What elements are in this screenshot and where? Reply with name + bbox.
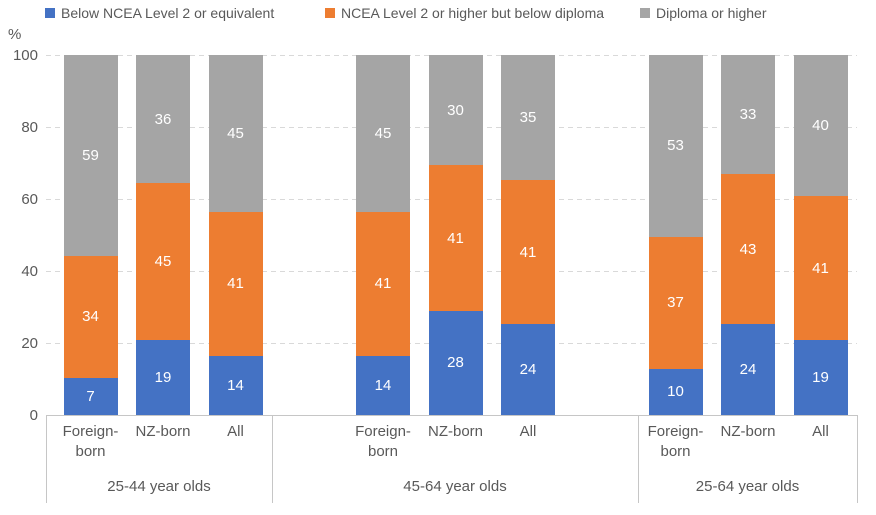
bar-segment: 30 (428, 55, 483, 166)
bar-segment: 45 (356, 55, 410, 212)
bar-value-label: 34 (82, 308, 99, 326)
bar-value-label: 41 (519, 243, 537, 261)
bar-segment: 45 (208, 55, 263, 212)
bar-nz-born: 24 43 33 (721, 55, 775, 415)
bar-segment: 53 (648, 55, 703, 237)
bar-value-label: 45 (227, 124, 244, 142)
legend-label: Diploma or higher (656, 5, 767, 21)
bar-foreign-born: 7 34 59 (63, 55, 118, 415)
bar-foreign-born: 14 41 45 (356, 55, 410, 415)
bar-segment: 24 (721, 324, 775, 415)
bar-nz-born: 28 41 30 (428, 55, 483, 415)
category-label: NZ-born (720, 423, 776, 440)
bar-value-label: 43 (739, 240, 757, 258)
y-axis-tick-label: 0 (29, 407, 38, 424)
bar-segment: 35 (501, 55, 555, 181)
category-label: Foreign-born (647, 423, 704, 460)
bar-value-label: 14 (374, 376, 392, 394)
legend-item: Diploma or higher (640, 4, 767, 22)
legend-swatch-icon (325, 8, 335, 18)
bar-value-label: 19 (154, 369, 172, 387)
group-separator-line (272, 415, 273, 503)
bar-value-label: 19 (812, 369, 829, 387)
category-label: NZ-born (135, 423, 191, 440)
y-axis-tick-label: 100 (12, 47, 38, 64)
group-separator-line (46, 415, 47, 503)
bar-segment: 41 (208, 211, 263, 356)
bar-segment: 41 (428, 165, 483, 311)
bar-segment: 36 (136, 55, 190, 184)
bar-all: 24 41 35 (501, 55, 555, 415)
bar-value-label: 53 (667, 137, 684, 155)
bar-value-label: 10 (667, 383, 684, 401)
legend-label: Below NCEA Level 2 or equivalent (61, 5, 275, 21)
legend-item: NCEA Level 2 or higher but below diploma (325, 4, 604, 22)
category-label: NZ-born (427, 423, 483, 440)
bar-value-label: 45 (154, 253, 172, 271)
bar-segment: 24 (501, 324, 555, 415)
legend-label: NCEA Level 2 or higher but below diploma (341, 5, 605, 21)
x-axis-line (46, 415, 857, 416)
bar-value-label: 40 (812, 117, 829, 134)
group-label: 45-64 year olds (403, 478, 507, 495)
bar-segment: 59 (63, 55, 118, 256)
bar-value-label: 41 (447, 229, 464, 247)
category-label: Foreign-born (355, 423, 411, 460)
bar-segment: 19 (793, 340, 848, 415)
legend-item: Below NCEA Level 2 or equivalent (45, 4, 274, 22)
bar-segment: 19 (136, 340, 190, 415)
group-separator-line (857, 415, 858, 503)
y-axis-tick-label: 20 (21, 335, 38, 352)
bar-value-label: 30 (447, 101, 464, 119)
bar-value-label: 33 (739, 105, 757, 123)
bar-segment: 41 (793, 196, 848, 341)
bar-segment: 34 (63, 255, 118, 378)
bar-segment: 33 (721, 55, 775, 174)
legend-swatch-icon (45, 8, 55, 18)
bar-segment: 28 (428, 310, 483, 415)
y-axis-tick-label: 60 (21, 191, 38, 208)
bar-value-label: 14 (227, 376, 244, 394)
bar-value-label: 45 (374, 124, 392, 142)
bar-value-label: 41 (227, 275, 244, 293)
bar-value-label: 7 (86, 387, 95, 405)
bar-segment: 40 (793, 55, 848, 196)
bar-value-label: 59 (82, 146, 99, 164)
bar-foreign-born: 10 37 53 (648, 55, 703, 415)
bar-segment: 43 (721, 173, 775, 325)
category-label: Foreign-born (62, 423, 119, 460)
bar-value-label: 36 (154, 110, 172, 128)
y-axis-tick-label: 80 (21, 119, 38, 136)
bar-value-label: 35 (519, 109, 537, 127)
bar-value-label: 28 (447, 354, 464, 372)
category-label: All (227, 423, 244, 440)
bar-segment: 7 (63, 377, 118, 415)
bar-value-label: 37 (667, 294, 684, 312)
bar-segment: 41 (356, 211, 410, 356)
bar-segment: 41 (501, 180, 555, 325)
bar-segment: 45 (136, 183, 190, 341)
legend-swatch-icon (640, 8, 650, 18)
bar-segment: 37 (648, 236, 703, 369)
group-label: 25-64 year olds (695, 478, 800, 495)
category-label: All (519, 423, 537, 440)
y-axis-tick-label: 40 (21, 263, 38, 280)
group-separator-line (638, 415, 639, 503)
bar-segment: 14 (356, 355, 410, 415)
bar-segment: 14 (208, 355, 263, 415)
bar-all: 19 41 40 (793, 55, 848, 415)
bar-all: 14 41 45 (208, 55, 263, 415)
bar-segment: 10 (648, 368, 703, 415)
bar-nz-born: 19 45 36 (136, 55, 190, 415)
bar-value-label: 41 (812, 259, 829, 277)
bar-value-label: 24 (519, 361, 537, 379)
y-axis-unit-label: % (8, 26, 22, 43)
bar-value-label: 24 (739, 361, 757, 379)
bar-value-label: 41 (374, 275, 392, 293)
category-label: All (812, 423, 829, 440)
group-label: 25-44 year olds (107, 478, 211, 495)
